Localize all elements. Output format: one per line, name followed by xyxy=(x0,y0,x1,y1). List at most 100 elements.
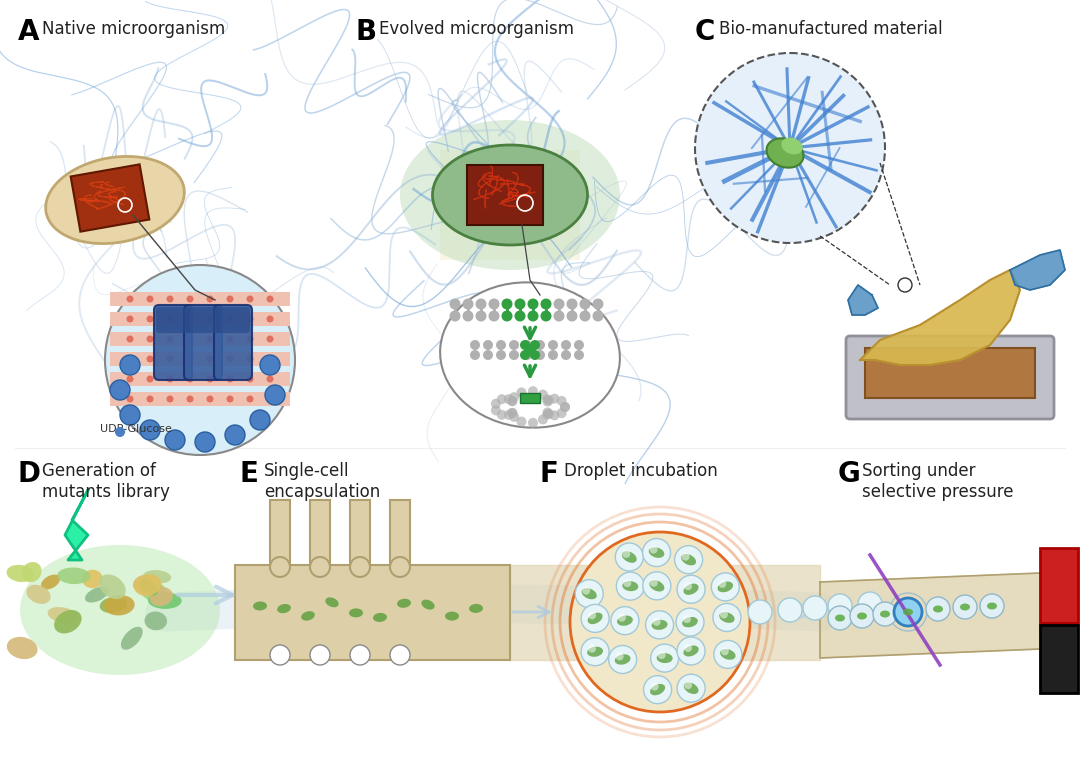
Circle shape xyxy=(491,406,501,416)
Ellipse shape xyxy=(684,646,699,657)
Text: Bio-manufactured material: Bio-manufactured material xyxy=(719,20,943,38)
Circle shape xyxy=(535,340,545,350)
Circle shape xyxy=(804,596,827,620)
FancyBboxPatch shape xyxy=(186,307,220,333)
FancyBboxPatch shape xyxy=(156,307,190,333)
Ellipse shape xyxy=(6,565,33,582)
Circle shape xyxy=(126,355,134,363)
Circle shape xyxy=(538,390,548,400)
Circle shape xyxy=(260,355,280,375)
Circle shape xyxy=(501,298,513,310)
Polygon shape xyxy=(467,165,543,225)
Circle shape xyxy=(676,608,704,636)
Circle shape xyxy=(894,598,922,626)
Circle shape xyxy=(470,340,480,350)
Circle shape xyxy=(462,311,473,321)
Ellipse shape xyxy=(720,649,735,660)
Circle shape xyxy=(516,387,527,397)
Circle shape xyxy=(538,414,548,424)
Ellipse shape xyxy=(57,568,91,584)
Ellipse shape xyxy=(22,562,42,582)
Circle shape xyxy=(535,350,545,360)
Circle shape xyxy=(519,350,530,360)
Circle shape xyxy=(643,538,671,567)
Circle shape xyxy=(713,604,741,631)
Circle shape xyxy=(166,295,174,302)
Bar xyxy=(110,292,291,306)
Circle shape xyxy=(147,315,153,322)
FancyBboxPatch shape xyxy=(154,305,192,380)
Circle shape xyxy=(530,350,540,360)
Circle shape xyxy=(556,408,567,418)
Circle shape xyxy=(677,575,705,604)
Ellipse shape xyxy=(651,620,667,630)
Circle shape xyxy=(580,311,591,321)
Circle shape xyxy=(561,402,570,412)
Circle shape xyxy=(508,408,517,418)
Ellipse shape xyxy=(441,282,620,428)
Bar xyxy=(110,352,291,366)
Ellipse shape xyxy=(681,554,697,565)
Circle shape xyxy=(550,393,559,403)
Circle shape xyxy=(696,53,885,243)
Ellipse shape xyxy=(588,647,603,657)
Circle shape xyxy=(483,340,492,350)
Circle shape xyxy=(126,335,134,343)
Ellipse shape xyxy=(432,145,588,245)
Ellipse shape xyxy=(98,574,125,599)
Circle shape xyxy=(509,392,519,402)
Circle shape xyxy=(530,340,540,350)
Circle shape xyxy=(618,614,626,622)
Ellipse shape xyxy=(781,137,802,154)
Ellipse shape xyxy=(582,588,597,599)
Circle shape xyxy=(187,355,193,363)
Circle shape xyxy=(550,410,559,420)
Ellipse shape xyxy=(6,637,38,659)
Text: UDP-Glucose: UDP-Glucose xyxy=(100,424,172,434)
Bar xyxy=(1040,625,1078,693)
Circle shape xyxy=(166,396,174,403)
Circle shape xyxy=(147,335,153,343)
Circle shape xyxy=(650,579,658,587)
Circle shape xyxy=(684,644,692,652)
Ellipse shape xyxy=(145,611,167,630)
Circle shape xyxy=(166,355,174,363)
Circle shape xyxy=(225,425,245,445)
Circle shape xyxy=(462,298,473,310)
Circle shape xyxy=(567,298,578,310)
Circle shape xyxy=(508,408,517,418)
FancyArrowPatch shape xyxy=(178,587,232,604)
Circle shape xyxy=(449,298,460,310)
Ellipse shape xyxy=(325,597,339,607)
Circle shape xyxy=(718,580,727,588)
FancyArrowPatch shape xyxy=(513,607,549,617)
Circle shape xyxy=(267,396,273,403)
Ellipse shape xyxy=(717,581,733,592)
Circle shape xyxy=(491,399,501,409)
Circle shape xyxy=(509,350,519,360)
Bar xyxy=(110,332,291,346)
Ellipse shape xyxy=(615,654,631,665)
Circle shape xyxy=(166,376,174,383)
Bar xyxy=(235,565,510,660)
Ellipse shape xyxy=(150,587,173,606)
Bar xyxy=(1040,548,1078,623)
Circle shape xyxy=(540,298,552,310)
Circle shape xyxy=(267,315,273,322)
Circle shape xyxy=(828,594,852,618)
Ellipse shape xyxy=(650,684,665,696)
Circle shape xyxy=(554,298,565,310)
Circle shape xyxy=(227,376,233,383)
Circle shape xyxy=(650,683,659,690)
Circle shape xyxy=(677,637,705,665)
Circle shape xyxy=(187,396,193,403)
Circle shape xyxy=(542,394,552,404)
Circle shape xyxy=(120,405,140,425)
Ellipse shape xyxy=(82,570,103,588)
Circle shape xyxy=(622,550,631,558)
Circle shape xyxy=(681,553,690,561)
Circle shape xyxy=(508,397,517,407)
Circle shape xyxy=(475,298,486,310)
Circle shape xyxy=(227,355,233,363)
Circle shape xyxy=(514,298,526,310)
